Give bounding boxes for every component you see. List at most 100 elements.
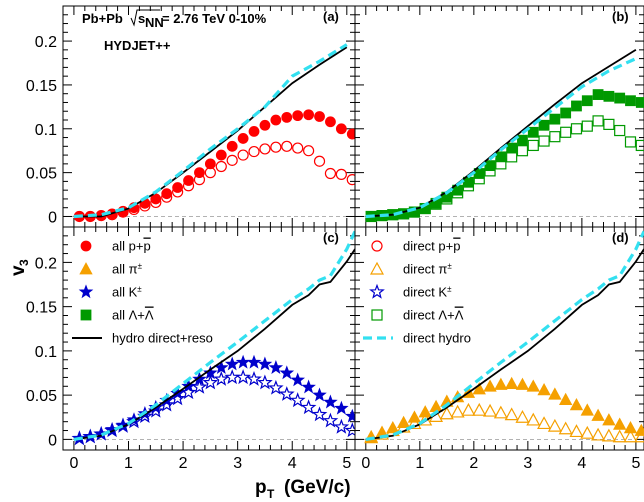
data-point-circle	[161, 188, 173, 200]
data-point-star	[246, 370, 262, 386]
data-point-triangle	[494, 377, 508, 390]
legend-text: direct hydro	[403, 331, 471, 346]
data-point-square	[495, 158, 507, 170]
y-tick-label: 0.1	[35, 344, 57, 361]
data-point-star	[126, 413, 142, 429]
model-label: HYDJET++	[104, 38, 171, 53]
data-point-square	[527, 126, 539, 138]
y-tick-label: 0	[48, 432, 57, 449]
panel-2: (b)	[354, 5, 644, 228]
data-point-star	[289, 392, 306, 408]
series-layer	[364, 230, 644, 444]
panel-label: (d)	[612, 230, 629, 245]
data-point-triangle	[591, 427, 606, 441]
data-point-square	[506, 151, 518, 163]
data-point-star	[257, 356, 273, 371]
y-tick-label: 0.15	[26, 78, 57, 95]
legend-text: direct p+p	[403, 239, 460, 254]
y-tick-label: 0.2	[35, 34, 57, 51]
data-point-star	[191, 379, 208, 394]
x-tick-label: 3	[233, 455, 242, 472]
panel-3: 0 1 2 3 4 5 0 0.05 0.1 0.15 0.2 (c)	[26, 226, 356, 472]
y-tick-label: 0.1	[35, 122, 57, 139]
data-point-circle	[346, 174, 355, 186]
data-point-triangle	[569, 424, 584, 438]
x-tick-label: 0	[69, 455, 78, 472]
data-point-square	[571, 100, 582, 112]
panel-4: 0 1 2 3 4 5 (d)	[354, 226, 644, 472]
data-point-triangle	[515, 377, 530, 390]
data-point-star	[334, 400, 349, 415]
legend-text: all p+p	[112, 239, 151, 254]
data-point-square	[517, 134, 528, 146]
data-point-triangle	[623, 421, 638, 434]
left-legend-entry: all p+p	[80, 239, 151, 254]
x-tick-label: 1	[124, 455, 133, 472]
right-legend-entry: direct p+p	[371, 239, 460, 254]
data-point-triangle	[601, 428, 616, 442]
data-point-square	[408, 206, 421, 218]
data-point-circle	[226, 154, 238, 166]
data-point-triangle	[439, 406, 454, 420]
data-point-triangle	[537, 382, 551, 396]
sqrt-s-text: s	[138, 11, 145, 26]
left-legend-entry: all Λ+Λ	[80, 308, 154, 323]
data-point-star	[224, 356, 240, 371]
legend-marker-triangle	[79, 262, 93, 275]
data-point-triangle	[547, 418, 562, 432]
panel-label: (c)	[323, 230, 339, 245]
data-point-square	[452, 187, 464, 199]
data-point-circle	[292, 142, 304, 154]
data-point-circle	[270, 114, 282, 126]
direct-hydro-line	[73, 230, 355, 441]
data-point-triangle	[472, 402, 487, 416]
y-tick-label: 0	[48, 209, 57, 226]
data-point-triangle	[515, 410, 530, 423]
data-point-triangle	[374, 426, 390, 440]
direct-hydro-line	[365, 57, 637, 219]
x-tick-label: 4	[288, 455, 297, 472]
data-point-triangle	[483, 403, 498, 417]
y-axis-title: v 3	[8, 259, 31, 276]
x-tick-label: 1	[415, 455, 424, 472]
data-point-star	[290, 372, 306, 387]
data-point-triangle	[461, 402, 476, 416]
data-point-square	[592, 89, 604, 100]
x-axis-title-sub: T	[267, 487, 275, 501]
data-point-star	[333, 418, 350, 434]
data-point-star	[180, 384, 197, 400]
data-point-circle	[346, 128, 355, 140]
left-legend-entry: all π±	[79, 262, 143, 277]
data-point-square	[560, 107, 572, 119]
data-point-square	[473, 173, 485, 185]
data-point-square	[581, 95, 593, 107]
data-point-circle	[237, 149, 249, 161]
data-point-circle	[281, 140, 293, 152]
legend-text: all Λ+Λ	[112, 308, 154, 323]
x-tick-label: 5	[342, 455, 351, 472]
panel-1: 0 0.05 0.1 0.15 0.2 (a)	[26, 5, 356, 228]
data-point-square	[516, 145, 529, 157]
panel-frame	[354, 5, 644, 228]
series-layer	[365, 49, 644, 223]
data-point-square	[570, 123, 583, 135]
x-tick-label: 4	[577, 455, 586, 472]
sqrt-nn-sub: NN	[145, 15, 164, 30]
data-point-star	[224, 369, 241, 385]
data-point-triangle	[613, 417, 627, 430]
data-point-circle	[259, 143, 271, 155]
data-point-triangle	[558, 392, 573, 405]
data-point-circle	[182, 180, 195, 192]
data-point-square	[527, 139, 539, 152]
legend-marker-circle	[371, 240, 383, 252]
data-point-circle	[324, 167, 337, 180]
legend-text: direct π±	[403, 262, 452, 277]
data-point-square	[592, 115, 604, 127]
data-point-square	[614, 92, 626, 104]
data-point-circle	[226, 140, 238, 152]
data-point-star	[268, 360, 284, 374]
panel-label: (b)	[612, 9, 629, 24]
data-point-star	[257, 374, 273, 390]
data-point-triangle	[558, 421, 573, 435]
